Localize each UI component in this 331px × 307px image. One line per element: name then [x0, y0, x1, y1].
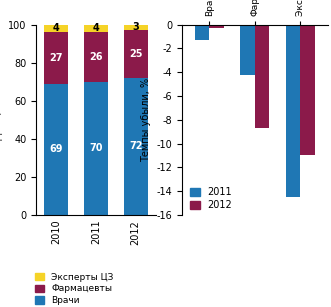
Legend: 2011, 2012: 2011, 2012: [190, 187, 232, 210]
Bar: [84, 32, 108, 82]
Bar: [44, 25, 68, 32]
Legend: Эксперты ЦЗ, Фармацевты, Врачи: Эксперты ЦЗ, Фармацевты, Врачи: [35, 273, 114, 305]
Text: 25: 25: [129, 49, 142, 59]
Bar: [286, 25, 301, 197]
Y-axis label: Доля, %: Доля, %: [0, 99, 3, 140]
Bar: [301, 25, 315, 155]
Bar: [44, 32, 68, 84]
Y-axis label: Темпы убыли, %: Темпы убыли, %: [141, 78, 151, 162]
Bar: [124, 25, 148, 30]
Text: 27: 27: [50, 53, 63, 63]
Text: 4: 4: [93, 23, 99, 33]
Text: 69: 69: [50, 144, 63, 154]
Bar: [84, 82, 108, 215]
Text: 72: 72: [129, 142, 142, 151]
Text: 4: 4: [53, 23, 60, 33]
Bar: [84, 25, 108, 32]
Bar: [210, 25, 224, 28]
Bar: [124, 78, 148, 215]
Text: 70: 70: [89, 143, 103, 153]
Text: 3: 3: [132, 22, 139, 33]
Bar: [124, 30, 148, 78]
Text: 26: 26: [89, 52, 103, 62]
Bar: [240, 25, 255, 75]
Bar: [195, 25, 210, 40]
Bar: [44, 84, 68, 215]
Bar: [255, 25, 269, 128]
